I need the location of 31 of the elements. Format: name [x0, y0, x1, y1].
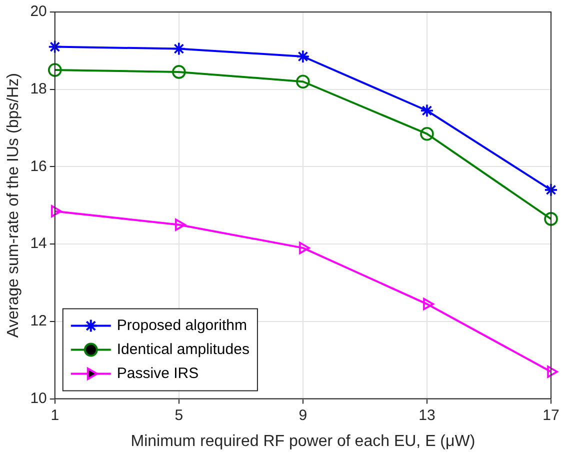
- point: [420, 126, 434, 141]
- point: [48, 40, 62, 54]
- point: [420, 104, 434, 118]
- point: [172, 65, 186, 79]
- y-axis-title: Average sum-rate of the IUs (bps/Hz): [5, 73, 22, 338]
- legend-label: Identical amplitudes: [116, 340, 250, 358]
- point: [296, 74, 310, 89]
- x-tick-label: 1: [50, 406, 60, 424]
- point: [547, 366, 558, 378]
- point: [544, 183, 558, 197]
- legend-label: Proposed algorithm: [116, 316, 247, 334]
- point: [172, 42, 186, 56]
- point: [48, 63, 62, 77]
- x-tick-label: 9: [298, 406, 308, 424]
- x-axis-title: Minimum required RF power of each EU, E (μW): [130, 432, 476, 450]
- point: [544, 212, 558, 226]
- y-tick-label: 14: [30, 235, 47, 252]
- y-tick-label: 18: [30, 80, 47, 98]
- point: [50, 205, 62, 218]
- y-tick-label: 16: [30, 158, 47, 175]
- x-tick-label: 17: [542, 406, 560, 424]
- y-tick-label: 20: [30, 3, 47, 20]
- point: [175, 218, 186, 231]
- point: [296, 50, 310, 64]
- x-tick-label: 13: [418, 406, 436, 424]
- point: [299, 242, 310, 254]
- x-tick-label: 5: [174, 406, 184, 424]
- y-tick-label: 12: [30, 312, 47, 330]
- legend-label: Passive IRS: [116, 364, 199, 382]
- y-tick-label: 10: [30, 390, 47, 407]
- point: [423, 298, 434, 310]
